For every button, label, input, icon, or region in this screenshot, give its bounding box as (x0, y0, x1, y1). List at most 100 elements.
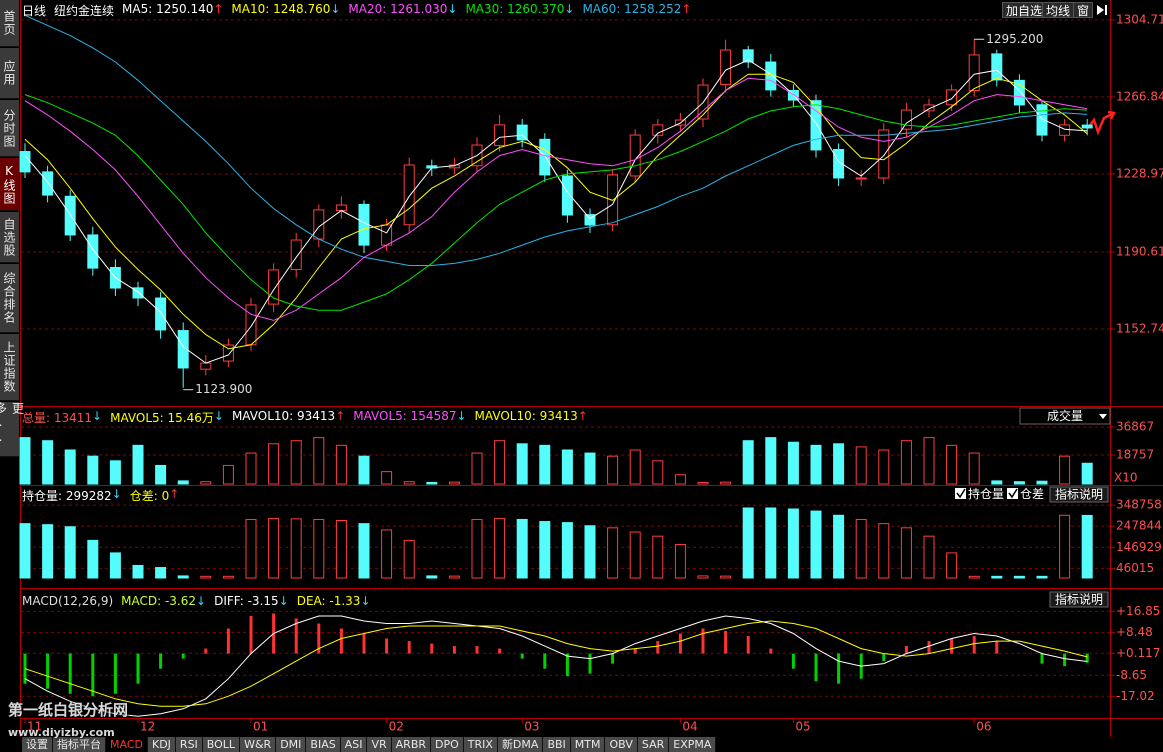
indicator-line (24, 77, 1088, 321)
indicator-tab[interactable]: MTM (570, 737, 606, 752)
indicator-tab[interactable]: DMI (276, 737, 307, 752)
bar (19, 437, 31, 485)
bar (494, 440, 506, 485)
legend-arrow: ↓ (330, 2, 341, 16)
candle-body (900, 109, 912, 130)
candle-body (629, 134, 641, 177)
indicator-tab[interactable]: 新DMA (497, 737, 544, 752)
x-tick-label: 03 (524, 720, 539, 734)
indicator-tab[interactable]: TRIX (463, 737, 498, 752)
legend-label: MAVOL5: 154587 (353, 409, 457, 423)
indicator-tab[interactable]: DPO (431, 737, 464, 752)
candle-body (991, 53, 1003, 81)
bar (403, 481, 415, 485)
bar (132, 444, 144, 485)
bar (42, 440, 54, 485)
indicator-tab[interactable]: VR (367, 737, 392, 752)
toolbar-button[interactable]: 窗 (1073, 2, 1094, 18)
bar (900, 440, 912, 485)
nav-icon[interactable] (1094, 2, 1110, 18)
bar (64, 526, 76, 579)
toggle-label[interactable]: 仓差 (1020, 487, 1044, 501)
candle-body (64, 195, 76, 236)
indicator-tab[interactable]: RSI (175, 737, 203, 752)
toolbar-button[interactable]: 均线 (1042, 2, 1075, 18)
bar (855, 446, 867, 485)
indicator-tab[interactable]: W&R (240, 737, 277, 752)
toggle-label[interactable]: 持仓量 (968, 486, 1004, 501)
candle-body (652, 124, 664, 136)
dropdown-arrow[interactable] (1099, 414, 1107, 419)
indicator-tab[interactable]: 设置 (22, 737, 53, 752)
bar (268, 443, 280, 485)
legend-item: 仓差: 0 ↑ (130, 487, 180, 504)
legend-arrow: ↓ (111, 487, 122, 501)
indicator-tab[interactable]: ARBR (391, 737, 432, 752)
indicator-tab[interactable]: OBV (605, 737, 638, 752)
sidebar-tab[interactable]: 更多.. (0, 402, 25, 457)
sidebar-tab[interactable]: 综合排名 (0, 264, 19, 333)
bar (629, 449, 641, 485)
bar (584, 452, 596, 485)
candle-body (494, 124, 506, 146)
dropdown-box[interactable] (1019, 407, 1111, 425)
y-tick-label: 146929 (1116, 540, 1162, 554)
dropdown[interactable]: 成交量 (1019, 407, 1111, 425)
bar (923, 535, 935, 579)
bar (516, 518, 528, 579)
legend-item: MA5: 1250.140 ↑ (122, 2, 223, 19)
bar (787, 441, 799, 485)
bar (810, 444, 822, 485)
bar (313, 518, 325, 579)
legend-item: MAVOL10: 93413 ↑ (232, 409, 345, 426)
indicator-tab[interactable]: BIAS (306, 737, 341, 752)
x-tick-label: 06 (976, 720, 991, 734)
sidebar-tab[interactable]: 首页 (0, 0, 19, 47)
sidebar-tab[interactable]: 自选股 (0, 212, 19, 263)
sidebar-tab[interactable]: 分时图 (0, 100, 19, 157)
indicator-tab[interactable]: BOLL (202, 737, 241, 752)
bar (109, 552, 121, 579)
y-tick-label: 1266.847 (1116, 89, 1163, 103)
legend-label: MA60: 1258.252 (582, 2, 682, 16)
help-label[interactable]: 指标说明 (1055, 487, 1103, 502)
bar (245, 518, 257, 579)
dropdown-label[interactable]: 成交量 (1047, 408, 1083, 423)
legend-arrow: ↓ (456, 409, 467, 423)
indicator-tab[interactable]: MACD (106, 737, 148, 752)
sidebar-tab[interactable]: 应用 (0, 48, 19, 99)
help-label[interactable]: 指标说明 (1055, 592, 1103, 607)
indicator-tab[interactable]: ASI (340, 737, 368, 752)
oi-controls: 持仓量 仓差 指标说明 指标说明 (955, 486, 1109, 608)
help-button[interactable] (1049, 591, 1109, 608)
bar (471, 452, 483, 485)
candle-body (290, 239, 302, 271)
legend-item: MA10: 1248.760 ↓ (231, 2, 340, 19)
help-button[interactable] (1049, 486, 1109, 503)
bar (561, 449, 573, 485)
sidebar-tab[interactable]: 上证指数 (0, 334, 19, 401)
bar (1081, 462, 1093, 485)
y-tick-label: 36867 (1116, 419, 1154, 433)
indicator-tab[interactable]: 指标平台 (53, 737, 106, 752)
checkbox[interactable] (955, 488, 966, 499)
legend-item: 持仓量: 299282 ↓ (22, 487, 122, 504)
toolbar-button[interactable]: 加自选 (1002, 2, 1047, 18)
bar (720, 481, 732, 485)
background (20, 0, 1163, 737)
legend-label: MAVOL10: 93413 (474, 409, 578, 423)
bar (290, 440, 302, 485)
bar (1036, 575, 1048, 579)
candle-body (968, 54, 980, 92)
indicator-tab[interactable]: KDJ (147, 737, 176, 752)
legend-label: 总量: 13411 (22, 411, 93, 425)
y-tick-label: 18757 (1116, 447, 1154, 461)
indicator-tab[interactable]: SAR (637, 737, 670, 752)
bar (629, 531, 641, 579)
sidebar-tab[interactable]: K线图 (0, 158, 19, 211)
indicator-tab[interactable]: EXPMA (669, 737, 717, 752)
legend-label: MA30: 1260.370 (465, 2, 565, 16)
indicator-tab[interactable]: BBI (543, 737, 571, 752)
bar (539, 521, 551, 579)
checkbox[interactable] (1007, 488, 1018, 499)
